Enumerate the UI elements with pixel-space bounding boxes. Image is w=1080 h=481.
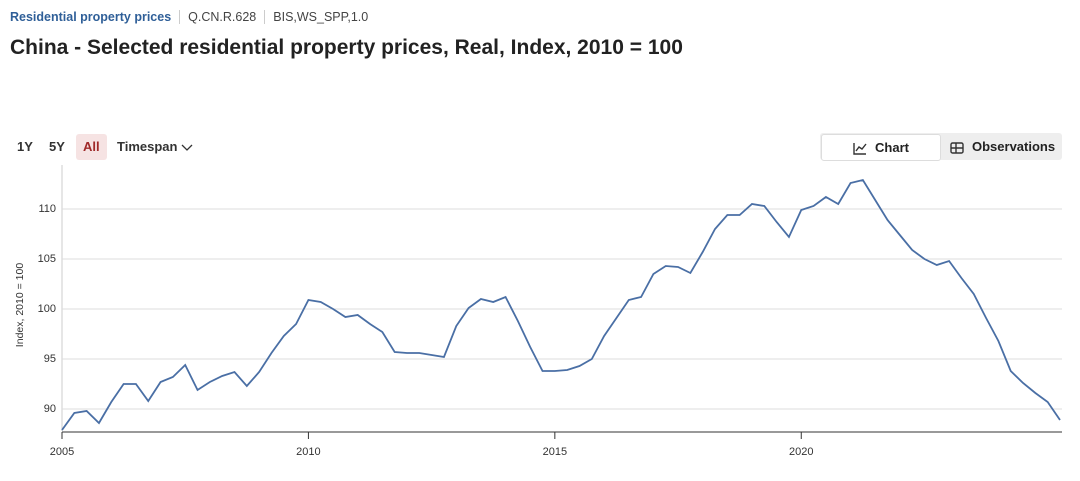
y-axis-label: Index, 2010 = 100 (14, 263, 26, 348)
chart-tab[interactable]: Chart (821, 134, 941, 161)
breadcrumb-link[interactable]: Residential property prices (10, 10, 172, 24)
chevron (181, 144, 193, 151)
page-title: China - Selected residential property pr… (10, 36, 683, 59)
breadcrumb: Residential property prices Q.CN.R.628 B… (10, 10, 376, 24)
range-button[interactable]: 1Y (17, 139, 33, 154)
line (61, 178, 1061, 431)
breadcrumb-item: BIS,WS_SPP,1.0 (264, 10, 376, 24)
range-button[interactable]: 5Y (49, 139, 65, 154)
timespan-dropdown[interactable]: Timespan (117, 134, 193, 160)
breadcrumb-item: Q.CN.R.628 (179, 10, 264, 24)
y-tick-label: 100 (38, 303, 56, 315)
y-tick-label: 105 (38, 253, 56, 265)
x-tick-label: 2010 (296, 446, 320, 458)
observations-tab[interactable]: Observations (950, 134, 1055, 159)
view-toggle: Chart Observations (820, 133, 1062, 161)
tab-label: Observations (972, 139, 1056, 154)
y-tick-label: 95 (44, 353, 56, 365)
timespan-label: Timespan (117, 139, 178, 154)
x-tick-label: 2005 (50, 446, 74, 458)
range-button[interactable]: All (76, 134, 107, 160)
y-tick-label: 90 (44, 403, 56, 415)
x-tick-label: 2020 (789, 446, 813, 458)
x-tick-label: 2015 (543, 446, 567, 458)
chart-icon (853, 142, 867, 155)
tab-label: Chart (875, 140, 909, 155)
table-icon (950, 141, 964, 154)
y-tick-label: 110 (38, 203, 56, 215)
